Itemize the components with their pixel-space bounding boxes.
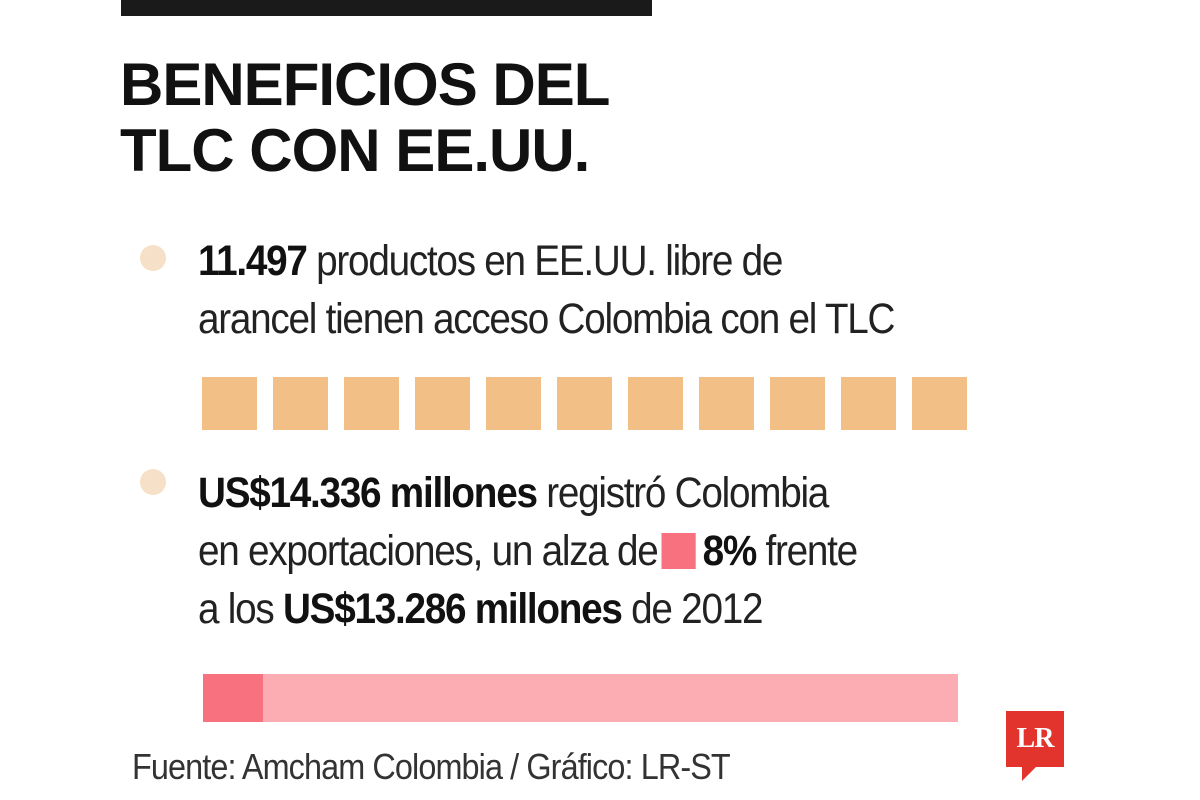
product-square [912,377,967,430]
item-2-line-3: a los US$13.286 millones de 2012 [198,580,857,638]
item-2-line-1: US$14.336 millones registró Colombia [198,464,857,522]
increase-swatch [661,533,696,569]
item-2-percent: 8% [702,527,758,575]
product-square [770,377,825,430]
item-1-line-1-rest: productos en EE.UU. libre de [306,237,783,285]
item-1-highlight: 11.497 [198,237,308,285]
bullet-dot-2 [140,469,166,495]
title-line-2: TLC CON EE.UU. [120,117,590,184]
product-square [415,377,470,430]
title-line-1: BENEFICIOS DEL [120,51,610,118]
product-square [486,377,541,430]
product-square [273,377,328,430]
item-2-line-3-rest: de 2012 [621,585,763,633]
lr-logo: LR [1006,711,1064,767]
growth-bar-fill [203,674,264,722]
item-2-line-2: en exportaciones, un alza de 8% frente [198,522,858,580]
product-square [699,377,754,430]
item-1-line-2: arancel tienen acceso Colombia con el TL… [198,295,896,343]
product-square [344,377,399,430]
product-square [841,377,896,430]
item-2-exports-value: US$14.336 millones [198,469,538,517]
source-credit: Fuente: Amcham Colombia / Gráfico: LR-ST [132,746,731,787]
item-1-text: 11.497 productos en EE.UU. libre de aran… [198,232,896,348]
bullet-dot-1 [140,245,166,271]
item-1-line-1: 11.497 productos en EE.UU. libre de [198,232,894,290]
page-title: BENEFICIOS DEL TLC CON EE.UU. [120,52,680,184]
top-rule [121,0,652,16]
item-2-previous-value: US$13.286 millones [282,585,623,633]
product-squares [202,377,967,430]
growth-bar [203,674,958,722]
product-square [202,377,257,430]
item-2-line-2-rest: frente [755,527,858,575]
lr-logo-tail [1022,767,1036,781]
item-2-line-1-rest: registró Colombia [536,469,829,517]
product-square [557,377,612,430]
item-2-line-2-text: en exportaciones, un alza de [198,527,659,575]
item-2-line-3-text: a los [198,585,283,633]
item-2-text: US$14.336 millones registró Colombia en … [198,464,858,638]
product-square [628,377,683,430]
